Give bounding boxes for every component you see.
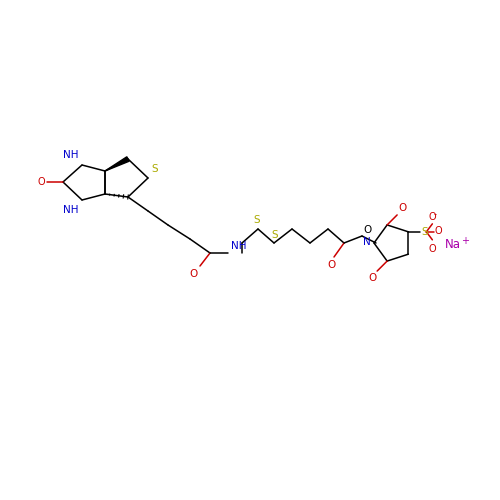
Text: NH: NH xyxy=(62,205,78,215)
Text: O: O xyxy=(328,260,336,270)
Text: +: + xyxy=(461,236,469,246)
Text: S: S xyxy=(151,164,158,174)
Text: O: O xyxy=(368,273,376,283)
Text: O: O xyxy=(398,203,406,213)
Text: NH: NH xyxy=(62,150,78,160)
Text: O: O xyxy=(38,177,45,187)
Text: Na: Na xyxy=(445,238,461,252)
Text: NH: NH xyxy=(231,241,246,251)
Text: O: O xyxy=(434,226,442,236)
Text: N: N xyxy=(363,237,371,247)
Text: S: S xyxy=(272,230,278,240)
Text: O: O xyxy=(363,225,371,235)
Text: O: O xyxy=(428,244,436,254)
Text: -: - xyxy=(434,210,436,219)
Text: O: O xyxy=(428,212,436,222)
Text: S: S xyxy=(422,227,428,237)
Text: S: S xyxy=(254,215,260,225)
Text: O: O xyxy=(190,269,198,279)
Polygon shape xyxy=(105,157,129,171)
